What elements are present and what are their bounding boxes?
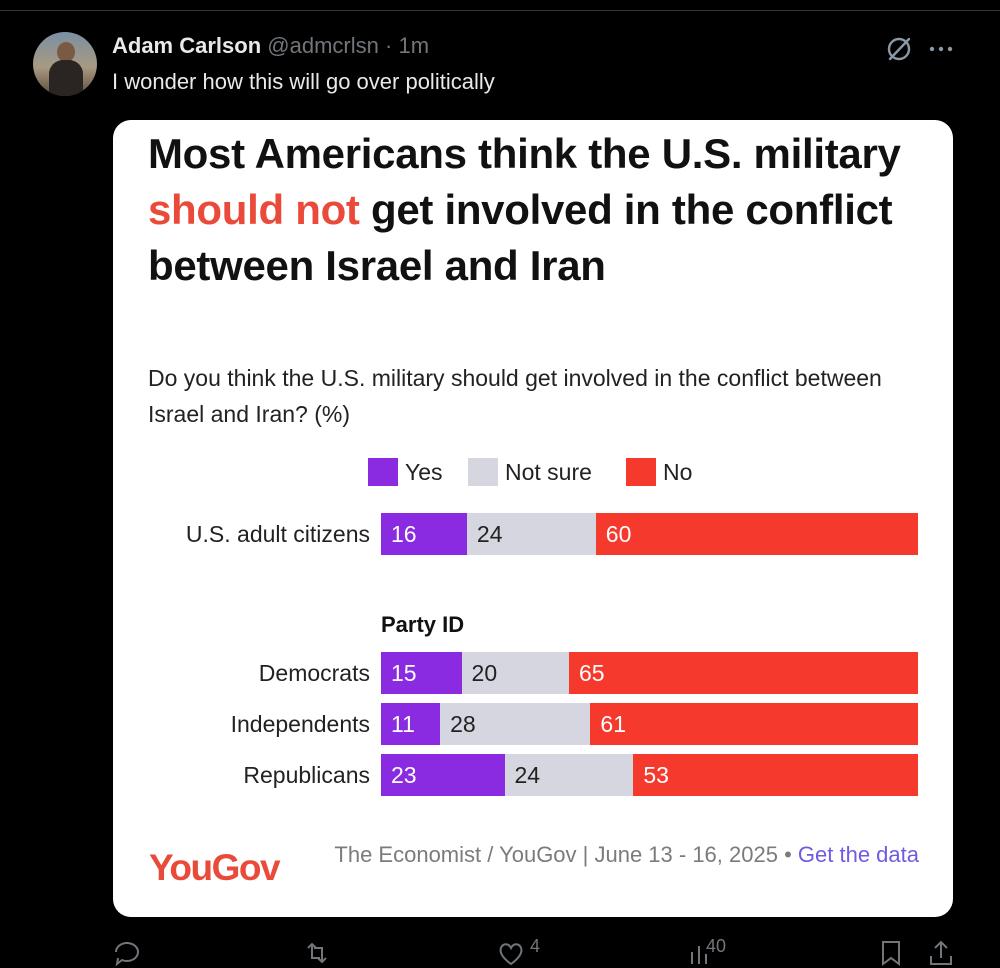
share-icon[interactable] — [926, 938, 956, 968]
like-icon[interactable] — [496, 938, 526, 968]
grok-icon[interactable] — [884, 34, 914, 64]
tweet-text: I wonder how this will go over political… — [112, 69, 495, 94]
author-handle[interactable]: @admcrlsn — [267, 33, 379, 58]
separator-dot: · — [385, 33, 393, 58]
row-label: Democrats — [258, 660, 370, 686]
bar-segment-no: 65 — [568, 652, 918, 694]
stacked-bar-chart: U.S. adult citizens 16 24 60 Democrats 15 20 65… — [113, 120, 953, 917]
tweet-header: Adam Carlson @admcrlsn · 1m — [112, 32, 429, 60]
avatar-body — [49, 60, 83, 96]
repost-icon[interactable] — [302, 938, 332, 968]
chart-title: Most Americans think the U.S. military s… — [148, 126, 938, 294]
bookmark-icon[interactable] — [876, 938, 906, 968]
bar-segment-yes: 11 — [381, 703, 441, 745]
tweet-actions: 4 40 — [0, 930, 1000, 967]
bar-segment-notsure: 24 — [504, 754, 634, 796]
group-label-party-id: Party ID — [381, 612, 465, 637]
bar-segment-notsure: 20 — [461, 652, 569, 694]
chart-subtitle: Do you think the U.S. military should ge… — [148, 365, 882, 427]
source-text: The Economist / YouGov | June 13 - 16, 2… — [334, 842, 792, 867]
bar-segment-yes: 16 — [381, 513, 467, 555]
more-options-icon[interactable] — [926, 34, 956, 64]
bar-segment-yes: 15 — [381, 652, 462, 694]
chart-source: The Economist / YouGov | June 13 - 16, 2… — [319, 840, 919, 870]
chart-image-card[interactable]: Most Americans think the U.S. military s… — [113, 120, 953, 917]
bar-segment-no: 60 — [595, 513, 918, 555]
bar-segment-yes: 23 — [381, 754, 505, 796]
row-label: Republicans — [243, 762, 370, 788]
row-label: U.S. adult citizens — [185, 521, 370, 547]
legend-swatch-no — [626, 458, 656, 486]
like-count: 4 — [530, 936, 541, 956]
avatar[interactable] — [33, 32, 97, 96]
legend-label-notsure: Not sure — [505, 459, 592, 485]
legend-swatch-yes — [368, 458, 398, 486]
bar-segment-notsure: 24 — [466, 513, 596, 555]
author-name[interactable]: Adam Carlson — [112, 33, 262, 58]
bar-segment-no: 61 — [590, 703, 918, 745]
title-part1: Most Americans think the U.S. military — [148, 130, 901, 177]
post-time[interactable]: 1m — [398, 33, 430, 58]
views-count: 40 — [706, 936, 727, 956]
reply-icon[interactable] — [112, 938, 142, 968]
title-part2: get involved in the conflict between Isr… — [148, 186, 893, 289]
yougov-logo: YouGov — [149, 847, 281, 888]
legend-label-yes: Yes — [405, 459, 443, 485]
get-the-data-link[interactable]: Get the data — [797, 842, 919, 867]
legend-label-no: No — [663, 459, 693, 485]
avatar-head — [57, 42, 75, 62]
bar-segment-notsure: 28 — [440, 703, 591, 745]
row-label: Independents — [230, 711, 370, 737]
legend-swatch-notsure — [468, 458, 498, 486]
top-divider — [0, 10, 1000, 11]
title-highlight: should not — [148, 186, 360, 233]
bar-segment-no: 53 — [633, 754, 918, 796]
